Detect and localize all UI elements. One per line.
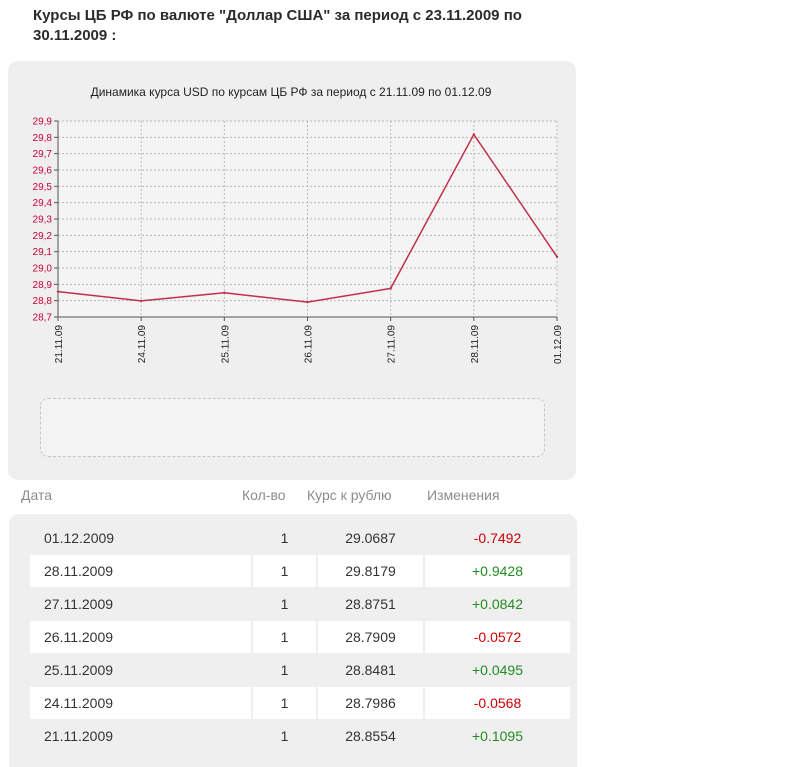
cell-qty: 1 xyxy=(253,621,316,653)
y-tick-label: 29,8 xyxy=(33,133,53,144)
y-tick-label: 29,9 xyxy=(33,117,53,128)
data-point xyxy=(472,133,476,136)
table-row: 26.11.2009 1 28.7909 -0.0572 xyxy=(30,621,570,653)
table-header: Дата Кол-во Курс к рублю Изменения xyxy=(0,487,580,509)
cell-change: +0.0495 xyxy=(472,662,523,678)
table-row: 25.11.2009 1 28.8481 +0.0495 xyxy=(30,654,570,686)
cell-qty: 1 xyxy=(253,687,316,719)
y-tick-label: 29,7 xyxy=(33,149,53,160)
cell-date: 26.11.2009 xyxy=(30,621,251,653)
data-point xyxy=(139,299,143,303)
cell-date: 27.11.2009 xyxy=(44,596,114,612)
column-header-qty[interactable]: Кол-во xyxy=(242,487,286,503)
chart-legend-area xyxy=(40,398,545,457)
y-tick-label: 29,6 xyxy=(33,166,53,177)
cell-change: -0.0572 xyxy=(425,621,570,653)
y-tick-label: 29,3 xyxy=(33,215,53,226)
cell-rate: 28.8554 xyxy=(345,728,396,744)
y-tick-label: 29,0 xyxy=(33,264,53,275)
page-title: Курсы ЦБ РФ по валюте "Доллар США" за пе… xyxy=(33,7,522,44)
cell-date: 25.11.2009 xyxy=(44,662,114,678)
x-tick-label: 01.12.09 xyxy=(553,325,564,364)
cell-qty: 1 xyxy=(280,596,289,612)
table-row: 27.11.2009 1 28.8751 +0.0842 xyxy=(30,588,570,620)
y-tick-label: 29,2 xyxy=(33,231,53,242)
y-tick-label: 29,5 xyxy=(33,182,53,193)
data-point xyxy=(56,290,60,293)
data-point xyxy=(555,255,559,258)
cell-date: 24.11.2009 xyxy=(30,687,251,719)
cell-rate: 28.8481 xyxy=(345,662,396,678)
table-row: 24.11.2009 1 28.7986 -0.0568 xyxy=(30,687,570,719)
rates-table: 01.12.2009 1 29.0687 -0.7492 28.11.2009 … xyxy=(9,514,577,767)
cell-rate: 28.7986 xyxy=(318,687,423,719)
cell-qty: 1 xyxy=(280,728,289,744)
table-row: 21.11.2009 1 28.8554 +0.1095 xyxy=(30,720,570,752)
data-point xyxy=(389,287,392,290)
x-tick-label: 21.11.09 xyxy=(54,325,65,364)
cell-change: -0.0568 xyxy=(425,687,570,719)
table-row: 28.11.2009 1 29.8179 +0.9428 xyxy=(30,555,570,587)
cell-rate: 29.0687 xyxy=(345,530,396,546)
y-tick-label: 29,1 xyxy=(33,247,53,258)
column-header-change[interactable]: Изменения xyxy=(427,487,500,503)
x-tick-label: 27.11.09 xyxy=(387,325,398,364)
cell-rate: 29.8179 xyxy=(318,555,423,587)
cell-qty: 1 xyxy=(253,555,316,587)
x-tick-label: 24.11.09 xyxy=(137,325,148,364)
x-tick-label: 25.11.09 xyxy=(220,325,231,364)
cell-qty: 1 xyxy=(280,662,289,678)
cell-date: 28.11.2009 xyxy=(30,555,251,587)
table-row: 01.12.2009 1 29.0687 -0.7492 xyxy=(30,522,570,554)
x-tick-label: 28.11.09 xyxy=(470,325,481,364)
column-header-rate[interactable]: Курс к рублю xyxy=(307,487,392,503)
cell-rate: 28.7909 xyxy=(318,621,423,653)
y-tick-label: 28,9 xyxy=(33,280,53,291)
cell-change: +0.1095 xyxy=(472,728,523,744)
cell-rate: 28.8751 xyxy=(345,596,396,612)
chart-title: Динамика курса USD по курсам ЦБ РФ за пе… xyxy=(91,85,492,99)
rate-line-chart: Динамика курса USD по курсам ЦБ РФ за пе… xyxy=(33,85,564,364)
cell-change: +0.9428 xyxy=(425,555,570,587)
column-header-date[interactable]: Дата xyxy=(21,487,53,503)
data-point xyxy=(223,291,226,295)
cell-date: 01.12.2009 xyxy=(44,530,115,546)
y-tick-label: 28,8 xyxy=(33,296,53,307)
cell-change: -0.7492 xyxy=(473,530,522,546)
chart-panel: Динамика курса USD по курсам ЦБ РФ за пе… xyxy=(8,61,576,480)
data-point xyxy=(306,300,309,304)
cell-qty: 1 xyxy=(280,530,289,546)
y-tick-label: 29,4 xyxy=(33,198,53,209)
cell-date: 21.11.2009 xyxy=(44,728,114,744)
cell-change: +0.0842 xyxy=(472,596,523,612)
x-tick-label: 26.11.09 xyxy=(304,325,315,364)
y-tick-label: 28,7 xyxy=(33,313,53,324)
